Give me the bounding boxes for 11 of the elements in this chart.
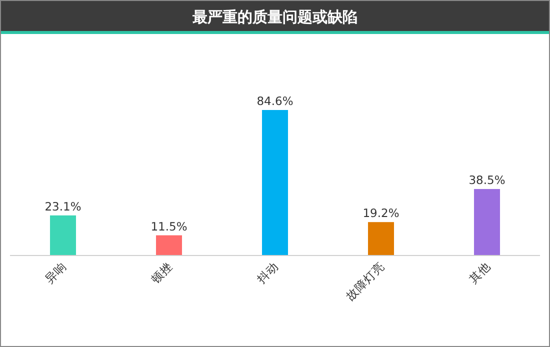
data-label: 19.2%	[362, 206, 400, 220]
x-tick-label: 故障灯亮	[343, 259, 388, 304]
x-tick-label: 异响	[42, 259, 70, 286]
x-tick-label: 其他	[466, 259, 494, 286]
x-tick-label: 顿挫	[148, 259, 176, 286]
data-label: 11.5%	[150, 219, 188, 234]
x-tick-label: 抖动	[254, 259, 282, 287]
data-label: 23.1%	[44, 199, 82, 214]
data-label: 38.5%	[468, 173, 506, 188]
title: 最严重的质量问题或缺陷	[192, 8, 358, 26]
data-label: 84.6%	[256, 94, 294, 108]
